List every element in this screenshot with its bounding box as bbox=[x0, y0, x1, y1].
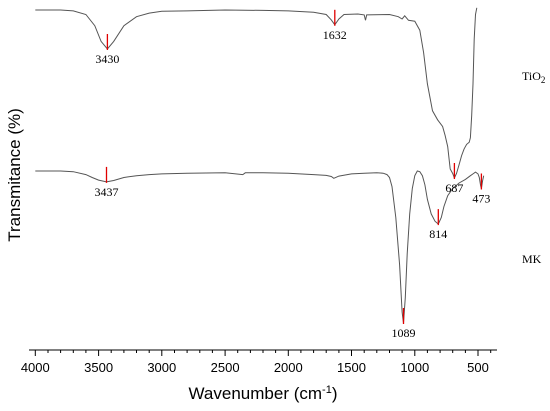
x-tick-label-2500: 2500 bbox=[211, 360, 240, 375]
y-axis-title: Transmitance (%) bbox=[5, 108, 24, 242]
x-axis-title: Wavenumber (cm-1) bbox=[189, 384, 338, 403]
x-tick-label-2000: 2000 bbox=[274, 360, 303, 375]
x-tick-label-3000: 3000 bbox=[147, 360, 176, 375]
peak-label-1632: 1632 bbox=[323, 28, 347, 42]
peak-label-3437: 3437 bbox=[95, 185, 119, 199]
x-tick-label-1000: 1000 bbox=[400, 360, 429, 375]
peak-label-3430: 3430 bbox=[95, 52, 119, 66]
x-axis-ticks: 4000 3500 3000 2500 2000 1500 1000 500 bbox=[21, 350, 492, 375]
x-axis-title-tail: ) bbox=[332, 384, 338, 403]
series-line-mk bbox=[35, 170, 485, 324]
series-name-tio2-sub: 2 bbox=[541, 75, 546, 85]
series-name-tio2-main: TiO bbox=[522, 69, 541, 83]
x-axis-title-main: Wavenumber (cm bbox=[189, 384, 323, 403]
peak-label-473: 473 bbox=[472, 192, 490, 206]
x-tick-label-500: 500 bbox=[467, 360, 489, 375]
x-tick-label-4000: 4000 bbox=[21, 360, 50, 375]
series-line-tio2 bbox=[35, 7, 478, 180]
x-axis-title-sup: -1 bbox=[322, 384, 332, 396]
peak-label-1089: 1089 bbox=[392, 326, 416, 340]
x-tick-label-1500: 1500 bbox=[337, 360, 366, 375]
series-name-tio2: TiO2 bbox=[522, 69, 545, 85]
x-tick-label-3500: 3500 bbox=[84, 360, 113, 375]
peak-label-814: 814 bbox=[429, 227, 447, 241]
series-lines bbox=[35, 7, 485, 324]
series-name-mk: MK bbox=[522, 252, 542, 266]
x-axis: 4000 3500 3000 2500 2000 1500 1000 500 bbox=[21, 349, 497, 375]
peak-markers: 3430 1632 687 3437 814 473 1089 bbox=[95, 9, 490, 340]
peak-label-687: 687 bbox=[445, 181, 463, 195]
